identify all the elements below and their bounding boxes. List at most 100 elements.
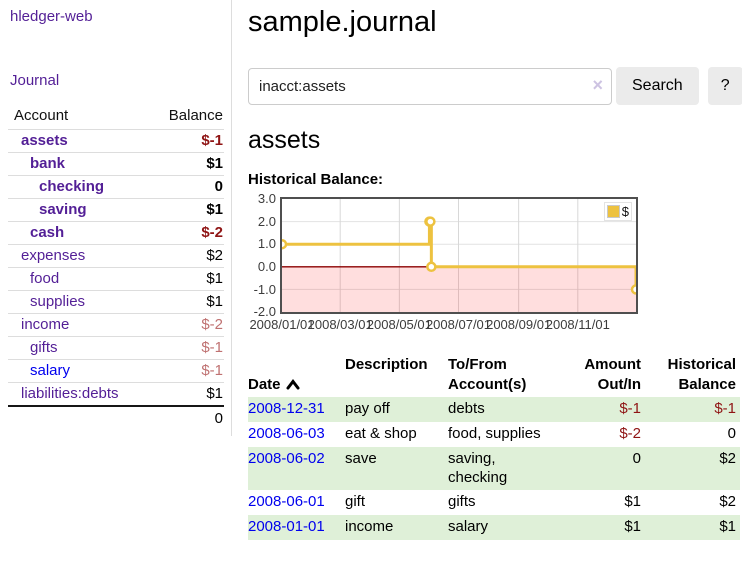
- account-link-checking[interactable]: checking: [39, 178, 105, 195]
- transaction-accounts: food, supplies: [448, 425, 541, 442]
- search-form: × Search ?: [248, 67, 742, 106]
- account-balance: $1: [147, 198, 224, 222]
- account-column-header: Account: [8, 105, 148, 130]
- transaction-description: gift: [345, 493, 366, 511]
- data-point: [276, 239, 288, 250]
- transaction-accounts: gifts: [448, 493, 476, 511]
- help-button[interactable]: ?: [707, 67, 742, 106]
- sidebar: hledger-web Journal Account Balance asse…: [0, 0, 232, 436]
- transaction-row: 2008-01-01 income salary $1 $1: [248, 515, 740, 540]
- x-axis-tick-label: 2008/01/01: [249, 317, 315, 333]
- account-link-bank[interactable]: bank: [30, 155, 66, 172]
- transaction-amount: $1: [624, 518, 641, 535]
- account-link-expenses[interactable]: expenses: [21, 247, 86, 264]
- y-axis-tick-label: -2.0: [253, 304, 276, 320]
- legend-label: $: [621, 204, 629, 220]
- data-point: [630, 284, 642, 295]
- account-balance: 0: [147, 175, 224, 199]
- amount-column-header: Amount Out/In: [584, 356, 641, 393]
- accounts-total-balance: 0: [214, 410, 223, 427]
- search-button[interactable]: Search: [616, 67, 699, 106]
- account-balance: $1: [147, 152, 224, 176]
- x-axis-tick-label: 2008/07/01: [425, 317, 492, 333]
- data-point: [425, 216, 436, 228]
- transaction-amount: $-2: [619, 425, 641, 442]
- transaction-date-link[interactable]: 2008-06-03: [248, 425, 325, 442]
- account-row: gifts $-1: [8, 336, 224, 360]
- account-link-income[interactable]: income: [21, 316, 70, 333]
- transaction-description: eat & shop: [345, 425, 417, 442]
- balance-column-header: Historical Balance: [667, 356, 736, 393]
- account-row: salary $-1: [8, 359, 224, 383]
- transaction-row: 2008-06-03 eat & shop food, supplies $-2 0: [248, 422, 740, 447]
- description-column-header: Description: [345, 356, 428, 374]
- account-balance: $1: [147, 267, 224, 291]
- account-balance: $-2: [147, 221, 224, 245]
- data-point: [426, 261, 437, 273]
- account-row: saving $1: [8, 198, 224, 222]
- account-balance: $-1: [147, 129, 224, 153]
- transaction-date-link[interactable]: 2008-01-01: [248, 518, 325, 535]
- account-row: expenses $2: [8, 244, 224, 268]
- balance-chart: $ 3.0 2.0 1.0 0.0 -1.0 -2.0 2008/01/01 2008/03/…: [248, 191, 742, 337]
- transaction-date-link[interactable]: 2008-12-31: [248, 400, 325, 418]
- y-axis-tick-label: -1.0: [253, 281, 276, 297]
- balance-column-header: Balance: [147, 105, 224, 130]
- app-title-link[interactable]: hledger-web: [10, 8, 93, 25]
- account-link-saving[interactable]: saving: [39, 201, 87, 218]
- transaction-amount: 0: [632, 449, 641, 467]
- account-balance: $-1: [147, 359, 224, 383]
- y-axis-tick-label: 1.0: [257, 236, 276, 252]
- transaction-balance: 0: [727, 425, 736, 442]
- sidebar-item-journal[interactable]: Journal: [10, 72, 60, 89]
- chart-plot-area: $: [276, 197, 642, 315]
- x-axis-tick-label: 2008/05/01: [366, 317, 432, 333]
- account-row: cash $-2: [8, 221, 224, 245]
- transaction-date-link[interactable]: 2008-06-01: [248, 493, 325, 511]
- chart-heading: Historical Balance:: [248, 171, 384, 189]
- account-link-supplies[interactable]: supplies: [30, 293, 86, 310]
- transaction-description: save: [345, 449, 377, 467]
- account-link-salary[interactable]: salary: [30, 362, 71, 379]
- account-row: food $1: [8, 267, 224, 291]
- account-row: liabilities:debts $1: [8, 382, 224, 407]
- transaction-row: 2008-12-31 pay off debts $-1 $-1: [248, 397, 740, 422]
- transaction-amount: $-1: [619, 400, 641, 418]
- chart-canvas: [276, 199, 642, 313]
- legend-swatch-icon: [606, 205, 620, 219]
- date-column-header[interactable]: Date: [248, 355, 345, 397]
- x-axis-tick-label: 2008/11/01: [545, 317, 610, 333]
- accounts-header-row: Account Balance: [8, 105, 224, 130]
- account-balance: $-2: [147, 313, 224, 337]
- transaction-balance: $1: [719, 518, 736, 535]
- transaction-balance: $2: [719, 449, 736, 467]
- search-input[interactable]: [248, 67, 612, 105]
- transaction-accounts: debts: [448, 400, 485, 418]
- page-title: sample.journal: [248, 6, 437, 38]
- accounts-total-row: 0: [8, 406, 224, 430]
- transaction-description: income: [345, 518, 394, 535]
- register-table: Date Description To/From Account(s) Amou…: [248, 355, 740, 540]
- account-heading: assets: [248, 126, 321, 155]
- account-link-gifts[interactable]: gifts: [30, 339, 58, 356]
- account-balance: $1: [147, 382, 224, 407]
- register-header-row: Date Description To/From Account(s) Amou…: [248, 355, 740, 397]
- transaction-date-link[interactable]: 2008-06-02: [248, 449, 325, 467]
- y-axis-tick-label: 2.0: [257, 213, 276, 229]
- y-axis-tick-label: 0.0: [257, 259, 276, 275]
- account-link-assets[interactable]: assets: [21, 132, 68, 149]
- accounts-table: Account Balance assets $-1 bank $1 checking 0…: [8, 105, 224, 430]
- account-balance: $-1: [147, 336, 224, 360]
- account-row: bank $1: [8, 152, 224, 176]
- transaction-accounts: saving, checking: [448, 449, 508, 486]
- transaction-balance: $2: [719, 493, 736, 511]
- account-link-food[interactable]: food: [30, 270, 60, 287]
- transaction-balance: $-1: [714, 400, 736, 418]
- account-row: assets $-1: [8, 129, 224, 153]
- transaction-row: 2008-06-01 gift gifts $1 $2: [248, 490, 740, 515]
- transaction-amount: $1: [624, 493, 641, 511]
- account-link-liabilities:debts[interactable]: liabilities:debts: [21, 385, 119, 402]
- account-row: checking 0: [8, 175, 224, 199]
- account-link-cash[interactable]: cash: [30, 224, 65, 241]
- clear-search-icon[interactable]: ×: [592, 74, 603, 95]
